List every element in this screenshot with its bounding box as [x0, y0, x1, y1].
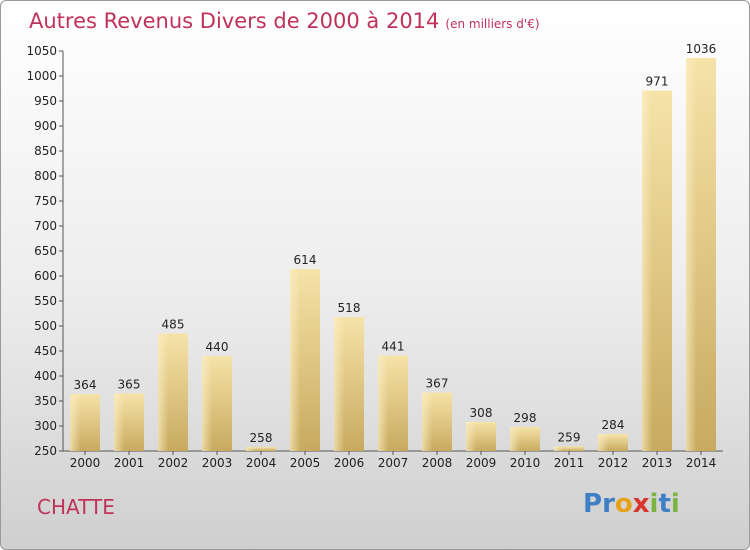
- y-tick-label: 650: [34, 244, 57, 258]
- data-label: 441: [382, 340, 405, 354]
- data-label: 614: [294, 253, 317, 267]
- y-tick-label: 350: [34, 394, 57, 408]
- title-text: Autres Revenus Divers de 2000 à 2014: [29, 9, 440, 33]
- chart-title: Autres Revenus Divers de 2000 à 2014 (en …: [29, 9, 540, 33]
- y-tick-label: 850: [34, 144, 57, 158]
- data-label: 971: [646, 75, 669, 89]
- logo-letter: t: [658, 489, 671, 519]
- x-tick-label: 2009: [466, 456, 497, 470]
- x-tick-label: 2004: [246, 456, 277, 470]
- y-tick-label: 900: [34, 119, 57, 133]
- bar-highlight: [422, 392, 433, 451]
- data-label: 258: [250, 431, 273, 445]
- data-label: 284: [602, 418, 625, 432]
- y-tick-label: 500: [34, 319, 57, 333]
- bar-highlight: [686, 58, 697, 451]
- title-unit: (en milliers d'€): [445, 17, 540, 31]
- data-label: 364: [74, 378, 97, 392]
- bar: [554, 446, 584, 451]
- bar-highlight: [378, 355, 389, 451]
- x-tick-label: 2012: [598, 456, 629, 470]
- logo-letter: x: [632, 489, 650, 519]
- bar-highlight: [246, 447, 257, 451]
- data-label: 308: [470, 406, 493, 420]
- bar-highlight: [70, 394, 81, 451]
- data-label: 365: [118, 378, 141, 392]
- logo-letter: o: [614, 489, 633, 519]
- data-label: 298: [514, 411, 537, 425]
- proxiti-logo: Proxiti: [583, 489, 680, 519]
- bar-highlight: [642, 90, 653, 451]
- bar-highlight: [598, 434, 609, 451]
- y-tick-label: 300: [34, 419, 57, 433]
- y-tick-label: 700: [34, 219, 57, 233]
- x-tick-label: 2005: [290, 456, 321, 470]
- bar-highlight: [202, 356, 213, 451]
- x-tick-label: 2001: [114, 456, 145, 470]
- x-tick-label: 2000: [70, 456, 101, 470]
- logo-letter: i: [649, 489, 659, 519]
- x-tick-label: 2014: [686, 456, 717, 470]
- x-tick-label: 2003: [202, 456, 233, 470]
- bar-highlight: [158, 333, 169, 451]
- y-tick-label: 1050: [26, 44, 57, 58]
- x-tick-label: 2011: [554, 456, 585, 470]
- x-tick-label: 2007: [378, 456, 409, 470]
- data-label: 440: [206, 340, 229, 354]
- y-tick-label: 550: [34, 294, 57, 308]
- data-label: 259: [558, 431, 581, 445]
- logo-letter: r: [602, 489, 615, 519]
- x-tick-label: 2013: [642, 456, 673, 470]
- data-label: 367: [426, 377, 449, 391]
- bar-highlight: [554, 446, 565, 451]
- bar-highlight: [334, 317, 345, 451]
- y-tick-label: 750: [34, 194, 57, 208]
- bar-highlight: [114, 393, 125, 451]
- bar-highlight: [510, 427, 521, 451]
- x-tick-label: 2006: [334, 456, 365, 470]
- y-tick-label: 950: [34, 94, 57, 108]
- data-label: 518: [338, 301, 361, 315]
- bar-highlight: [466, 422, 477, 451]
- y-tick-label: 1000: [26, 69, 57, 83]
- x-tick-label: 2002: [158, 456, 189, 470]
- y-tick-label: 450: [34, 344, 57, 358]
- y-tick-label: 250: [34, 444, 57, 458]
- x-tick-label: 2010: [510, 456, 541, 470]
- logo-letter: i: [670, 489, 680, 519]
- y-tick-label: 600: [34, 269, 57, 283]
- bar: [246, 447, 276, 451]
- data-label: 485: [162, 318, 185, 332]
- y-tick-label: 800: [34, 169, 57, 183]
- x-tick-label: 2008: [422, 456, 453, 470]
- commune-name: CHATTE: [37, 495, 115, 519]
- y-tick-label: 400: [34, 369, 57, 383]
- data-label: 1036: [686, 42, 717, 56]
- bar-highlight: [290, 269, 301, 451]
- logo-letter: P: [583, 489, 603, 519]
